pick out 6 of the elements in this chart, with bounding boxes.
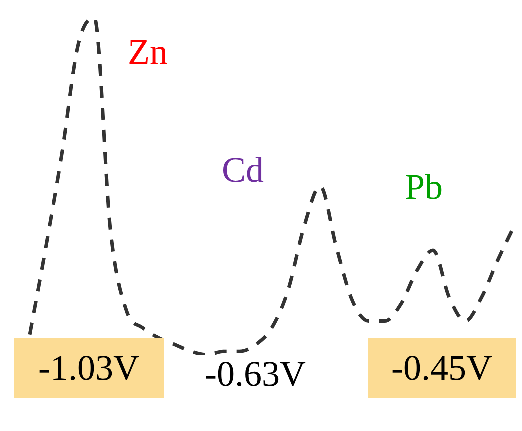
- annotation: Cd: [222, 149, 264, 192]
- annotation: -0.45V: [368, 338, 516, 398]
- annotation: -1.03V: [14, 338, 164, 398]
- annotation: -0.63V: [205, 353, 306, 396]
- annotation: Pb: [405, 166, 444, 209]
- annotation: Zn: [128, 31, 168, 74]
